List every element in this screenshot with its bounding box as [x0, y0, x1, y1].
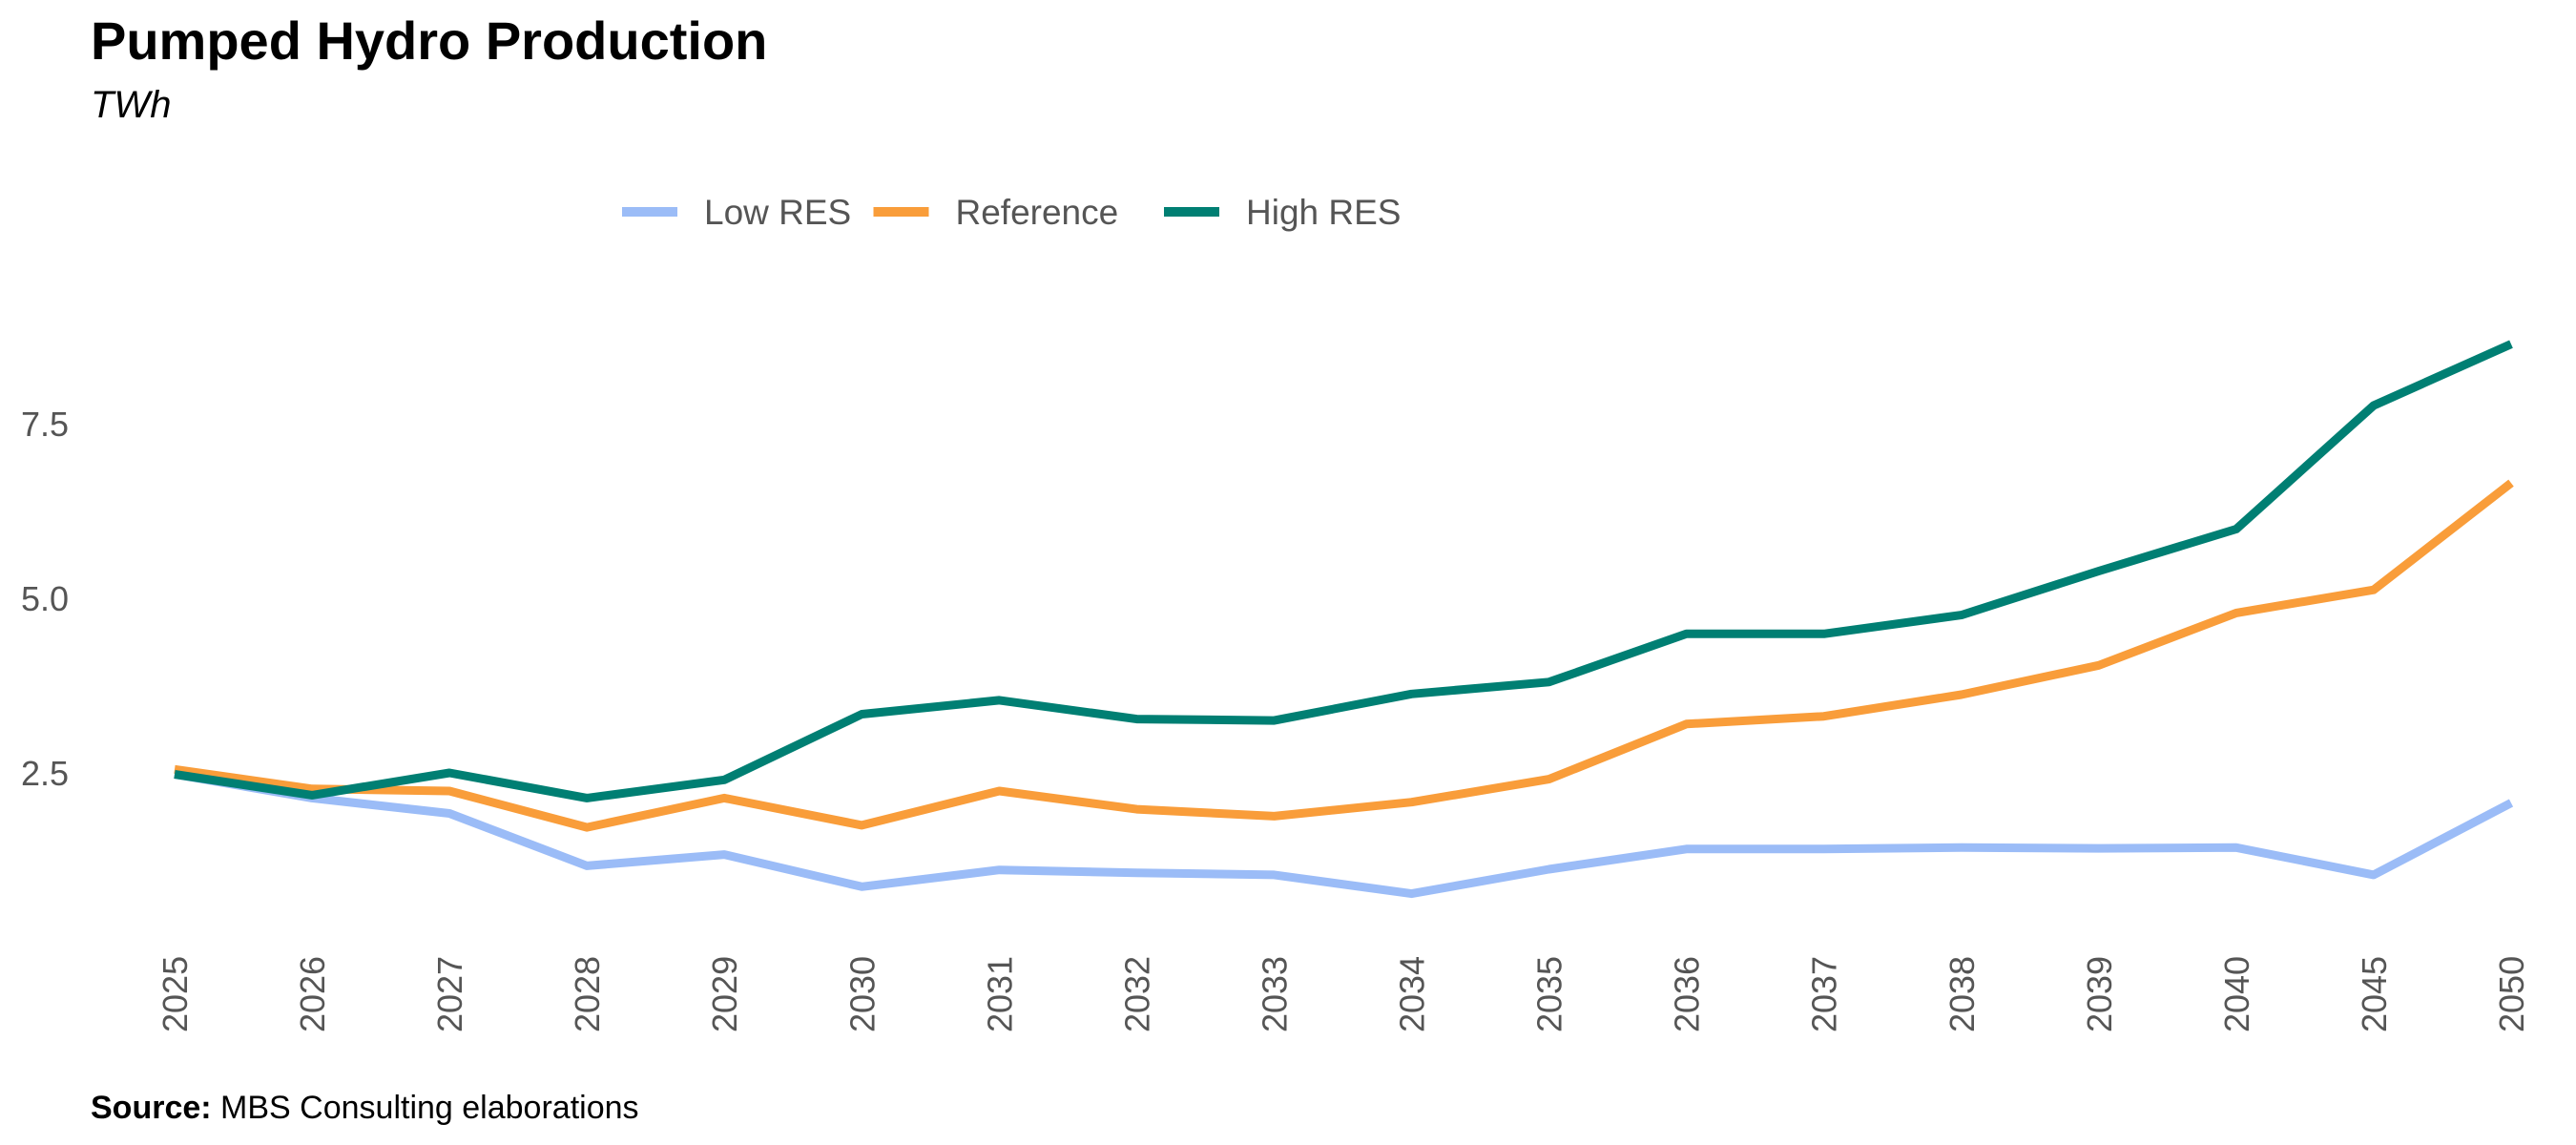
x-tick-label: 2045	[2355, 956, 2394, 1032]
series-line-high-res	[174, 340, 2513, 802]
x-tick-label: 2027	[430, 956, 469, 1032]
y-tick-label: 7.5	[21, 405, 69, 444]
x-tick-label: 2034	[1393, 956, 1432, 1032]
x-tick-label: 2037	[1805, 956, 1844, 1032]
x-tick-label: 2026	[293, 956, 332, 1032]
x-tick-label: 2040	[2217, 956, 2256, 1032]
legend-label: Low RES	[704, 193, 851, 232]
x-tick-label: 2050	[2492, 956, 2531, 1032]
y-tick-label: 5.0	[21, 579, 69, 618]
x-tick-label: 2033	[1255, 956, 1294, 1032]
x-tick-label: 2030	[842, 956, 882, 1032]
x-tick-label: 2025	[156, 956, 195, 1032]
series-line-low-res	[174, 770, 2514, 899]
legend-item: High RES	[1164, 193, 1401, 232]
chart-subtitle: TWh	[91, 84, 172, 126]
chart-title: Pumped Hydro Production	[91, 10, 768, 71]
x-tick-label: 2031	[980, 956, 1019, 1032]
legend: Low RES Reference High RES	[622, 193, 1401, 232]
legend-item: Low RES	[622, 193, 851, 232]
source-note: Source: MBS Consulting elaborations	[91, 1090, 639, 1127]
y-axis: 2.5 5.0 7.5	[21, 405, 69, 793]
legend-label: Reference	[956, 193, 1119, 232]
source-text: MBS Consulting elaborations	[220, 1090, 639, 1126]
x-tick-label: 2032	[1117, 956, 1156, 1032]
x-tick-label: 2039	[2080, 956, 2119, 1032]
x-tick-label: 2038	[1942, 956, 1982, 1032]
legend-label: High RES	[1246, 193, 1401, 232]
x-tick-label: 2036	[1668, 956, 1707, 1032]
x-tick-label: 2028	[568, 956, 607, 1032]
x-tick-label: 2035	[1530, 956, 1569, 1032]
source-label: Source:	[91, 1090, 212, 1126]
y-tick-label: 2.5	[21, 754, 69, 793]
x-axis: 2025 2026 2027 2028 2029 2030 2031 2032 2033 2034…	[156, 956, 2531, 1032]
legend-item: Reference	[873, 193, 1119, 232]
series-lines	[174, 340, 2514, 899]
series-line-reference	[174, 479, 2514, 832]
x-tick-label: 2029	[705, 956, 744, 1032]
